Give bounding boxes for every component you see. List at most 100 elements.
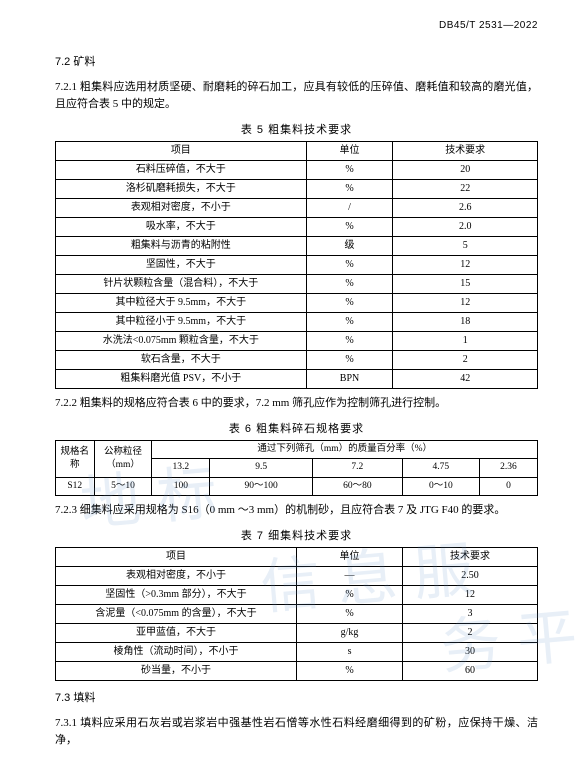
cell: 粗集料与沥青的粘附性 [56,237,307,256]
cell: 针片状颗粒含量（混合料），不大于 [56,275,307,294]
col-header: 规格名称 [56,441,95,478]
table-row: 其中粒径大于 9.5mm，不大于%12 [56,294,538,313]
col-header: 项目 [56,142,307,161]
para-7-2-2: 7.2.2 粗集料的规格应符合表 6 中的要求，7.2 mm 筛孔应作为控制筛孔… [55,395,538,412]
cell: 12 [403,586,538,605]
table5: 项目 单位 技术要求 石料压碎值，不大于%20洛杉矶磨耗损失，不大于%22表观相… [55,141,538,389]
cell: 5 [393,237,538,256]
cell: 7.2 [312,459,402,477]
col-header: 公称粒径（mm） [94,441,152,478]
cell: 4.75 [402,459,479,477]
table6: 规格名称 公称粒径（mm） 通过下列筛孔（mm）的质量百分率（%） 13.29.… [55,440,538,496]
table-row: 表观相对密度，不小于—2.50 [56,567,538,586]
table-row: 坚固性，不大于%12 [56,256,538,275]
cell: 表观相对密度，不小于 [56,199,307,218]
table7: 项目 单位 技术要求 表观相对密度，不小于—2.50坚固性（>0.3mm 部分）… [55,547,538,681]
cell: 棱角性（流动时间），不小于 [56,643,297,662]
cell: 水洗法<0.075mm 颗粒含量，不大于 [56,332,307,351]
cell: 12 [393,256,538,275]
cell: 18 [393,313,538,332]
cell: 石料压碎值，不大于 [56,161,307,180]
cell: 42 [393,370,538,389]
table-row: 砂当量，不小于%60 [56,662,538,681]
table-row: 粗集料磨光值 PSV，不小于BPN42 [56,370,538,389]
cell: S12 [56,477,95,495]
cell: 1 [393,332,538,351]
cell: 0～10 [402,477,479,495]
table-row: 含泥量（<0.075mm 的含量），不大于%3 [56,605,538,624]
cell: 其中粒径小于 9.5mm，不大于 [56,313,307,332]
cell: % [306,218,393,237]
cell: % [306,332,393,351]
cell: 表观相对密度，不小于 [56,567,297,586]
table-row: 坚固性（>0.3mm 部分），不大于%12 [56,586,538,605]
cell: 20 [393,161,538,180]
cell: 100 [152,477,210,495]
table-row: 亚甲蓝值，不大于g/kg2 [56,624,538,643]
cell: 2.0 [393,218,538,237]
cell: 60 [403,662,538,681]
table-row: 洛杉矶磨耗损失，不大于%22 [56,180,538,199]
cell: 2 [393,351,538,370]
table-row: 水洗法<0.075mm 颗粒含量，不大于%1 [56,332,538,351]
cell: 3 [403,605,538,624]
cell: 2.36 [479,459,537,477]
cell: 2.6 [393,199,538,218]
table-row: 粗集料与沥青的粘附性级5 [56,237,538,256]
cell: 90～100 [210,477,313,495]
cell: 吸水率，不大于 [56,218,307,237]
table-row: 棱角性（流动时间），不小于s30 [56,643,538,662]
heading-7-2: 7.2 矿料 [55,53,538,69]
cell: 砂当量，不小于 [56,662,297,681]
table-row: 项目 单位 技术要求 [56,548,538,567]
table5-caption: 表 5 粗集料技术要求 [55,121,538,137]
cell: 2 [403,624,538,643]
para-7-3-1: 7.3.1 填料应采用石灰岩或岩浆岩中强基性岩石憎等水性石料经磨细得到的矿粉，应… [55,715,538,749]
cell: 软石含量，不大于 [56,351,307,370]
cell: % [306,180,393,199]
heading-7-3: 7.3 填料 [55,689,538,705]
cell: 5～10 [94,477,152,495]
cell: 60～80 [312,477,402,495]
cell: 坚固性（>0.3mm 部分），不大于 [56,586,297,605]
table7-caption: 表 7 细集料技术要求 [55,527,538,543]
cell: 30 [403,643,538,662]
cell: 洛杉矶磨耗损失，不大于 [56,180,307,199]
cell: % [297,662,403,681]
cell: 亚甲蓝值，不大于 [56,624,297,643]
cell: 其中粒径大于 9.5mm，不大于 [56,294,307,313]
col-header: 单位 [306,142,393,161]
cell: BPN [306,370,393,389]
cell: 22 [393,180,538,199]
doc-id: DB45/T 2531—2022 [55,20,538,31]
cell: 13.2 [152,459,210,477]
cell: % [306,313,393,332]
cell: % [297,605,403,624]
table-row: S125～1010090～10060～800～100 [56,477,538,495]
cell: % [306,256,393,275]
cell: 9.5 [210,459,313,477]
cell: 0 [479,477,537,495]
cell: 级 [306,237,393,256]
table-row: 针片状颗粒含量（混合料），不大于%15 [56,275,538,294]
cell: % [306,294,393,313]
table-row: 规格名称 公称粒径（mm） 通过下列筛孔（mm）的质量百分率（%） [56,441,538,459]
col-header: 单位 [297,548,403,567]
cell: 含泥量（<0.075mm 的含量），不大于 [56,605,297,624]
cell: % [306,275,393,294]
cell: 粗集料磨光值 PSV，不小于 [56,370,307,389]
para-7-2-3: 7.2.3 细集料应采用规格为 S16（0 mm ～3 mm）的机制砂，且应符合… [55,502,538,519]
table-row: 软石含量，不大于%2 [56,351,538,370]
table6-caption: 表 6 粗集料碎石规格要求 [55,420,538,436]
cell: 2.50 [403,567,538,586]
table-row: 吸水率，不大于%2.0 [56,218,538,237]
cell: / [306,199,393,218]
col-header: 技术要求 [403,548,538,567]
cell: % [297,586,403,605]
table-row: 其中粒径小于 9.5mm，不大于%18 [56,313,538,332]
col-header: 项目 [56,548,297,567]
table-row: 表观相对密度，不小于/2.6 [56,199,538,218]
cell: % [306,351,393,370]
cell: 坚固性，不大于 [56,256,307,275]
cell: 15 [393,275,538,294]
